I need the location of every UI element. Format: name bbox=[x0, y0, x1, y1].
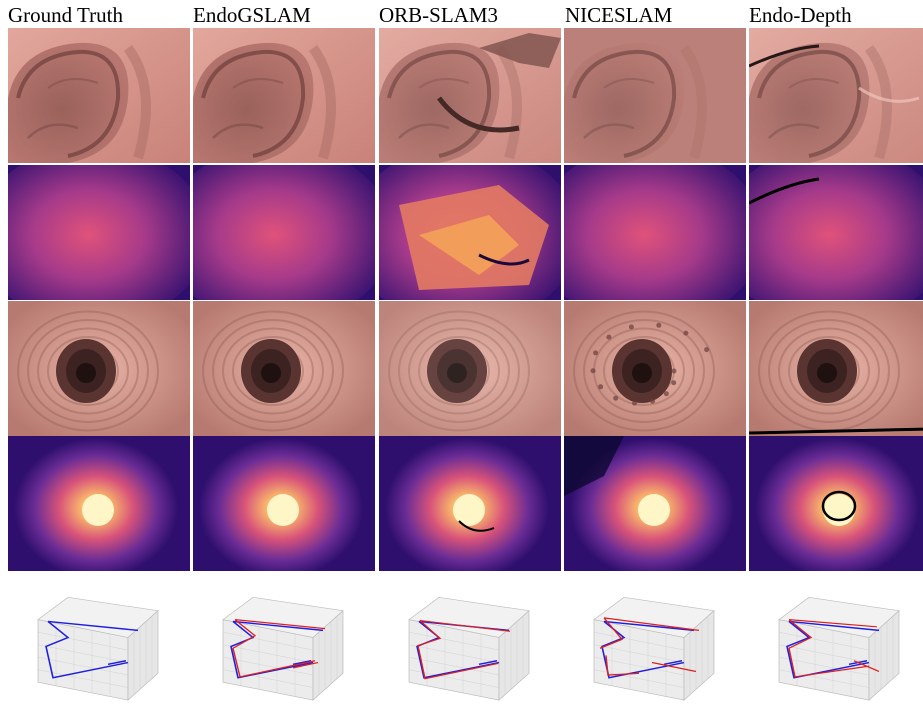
rgb-lumen-image-endogslam bbox=[193, 301, 375, 436]
trajectory-estimated bbox=[788, 619, 880, 678]
trajectory-gt bbox=[230, 620, 324, 679]
trajectory-plot-orbslam3 bbox=[379, 575, 561, 709]
depth-fold-image-orbslam3 bbox=[379, 165, 561, 300]
depth-lumen-image-endodepth bbox=[749, 436, 923, 571]
trajectory-plot-endogslam bbox=[193, 575, 375, 709]
depth-lumen-image-gt bbox=[8, 436, 190, 571]
rgb-fold-image-niceslam bbox=[564, 28, 746, 163]
depth-lumen-image-niceslam bbox=[564, 436, 746, 571]
trajectory-gt bbox=[45, 620, 139, 679]
trajectory-estimated bbox=[599, 617, 700, 676]
rgb-fold-image-orbslam3 bbox=[379, 28, 561, 163]
depth-lumen-image-orbslam3 bbox=[379, 436, 561, 571]
depth-fold-image-endodepth bbox=[749, 165, 923, 300]
depth-fold-image-endogslam bbox=[193, 165, 375, 300]
trajectory-plot-gt bbox=[8, 575, 190, 709]
trajectory-plot-niceslam bbox=[564, 575, 746, 709]
column-header-endogslam: EndoGSLAM bbox=[193, 3, 311, 27]
rgb-lumen-image-orbslam3 bbox=[379, 301, 561, 436]
rgb-fold-image-gt bbox=[8, 28, 190, 163]
rgb-fold-image-endodepth bbox=[749, 28, 923, 163]
rgb-fold-image-endogslam bbox=[193, 28, 375, 163]
rgb-lumen-image-endodepth bbox=[749, 301, 923, 436]
trajectory-gt bbox=[601, 620, 695, 679]
rgb-lumen-image-gt bbox=[8, 301, 190, 436]
depth-fold-image-niceslam bbox=[564, 165, 746, 300]
trajectory-plot-endodepth bbox=[749, 575, 923, 709]
trajectory-estimated bbox=[417, 619, 511, 680]
column-header-orbslam3: ORB-SLAM3 bbox=[379, 3, 499, 27]
trajectory-estimated bbox=[232, 619, 326, 678]
column-header-gt: Ground Truth bbox=[8, 3, 123, 27]
depth-fold-image-gt bbox=[8, 165, 190, 300]
column-header-endodepth: Endo-Depth bbox=[749, 3, 852, 27]
column-header-niceslam: NICESLAM bbox=[565, 3, 673, 27]
rgb-lumen-image-niceslam bbox=[564, 301, 746, 436]
depth-lumen-image-endogslam bbox=[193, 436, 375, 571]
